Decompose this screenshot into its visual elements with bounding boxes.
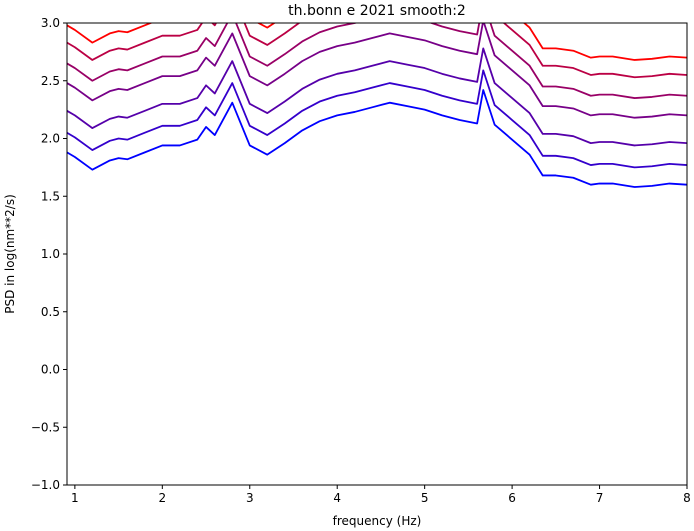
plot-area: [67, 23, 687, 188]
y-axis-label: PSD in log(nm**2/s): [3, 194, 17, 314]
y-tick-label: 1.0: [41, 247, 60, 261]
x-tick-label: 6: [508, 491, 516, 505]
series-line: [67, 23, 687, 61]
x-tick-label: 8: [683, 491, 691, 505]
y-tick-label: 1.5: [41, 189, 60, 203]
series-line: [67, 47, 687, 147]
y-tick-label: −1.0: [31, 478, 60, 492]
series-line: [67, 69, 687, 169]
series-line: [67, 89, 687, 188]
x-tick-label: 5: [421, 491, 429, 505]
series-line: [67, 23, 687, 99]
x-tick-label: 2: [158, 491, 166, 505]
y-tick-label: 0.0: [41, 363, 60, 377]
y-tick-label: 2.0: [41, 132, 60, 146]
x-tick-label: 1: [71, 491, 79, 505]
x-axis-label: frequency (Hz): [333, 514, 422, 528]
plot-frame: [66, 22, 688, 486]
x-tick-label: 7: [596, 491, 604, 505]
y-tick-label: −0.5: [31, 420, 60, 434]
x-tick-label: 3: [246, 491, 254, 505]
x-tick-label: 4: [333, 491, 341, 505]
y-tick-label: 0.5: [41, 305, 60, 319]
y-tick-label: 2.5: [41, 74, 60, 88]
series-line: [67, 23, 687, 79]
chart-title: th.bonn e 2021 smooth:2: [288, 3, 466, 19]
y-tick-label: 3.0: [41, 16, 60, 30]
series-line: [67, 23, 687, 119]
